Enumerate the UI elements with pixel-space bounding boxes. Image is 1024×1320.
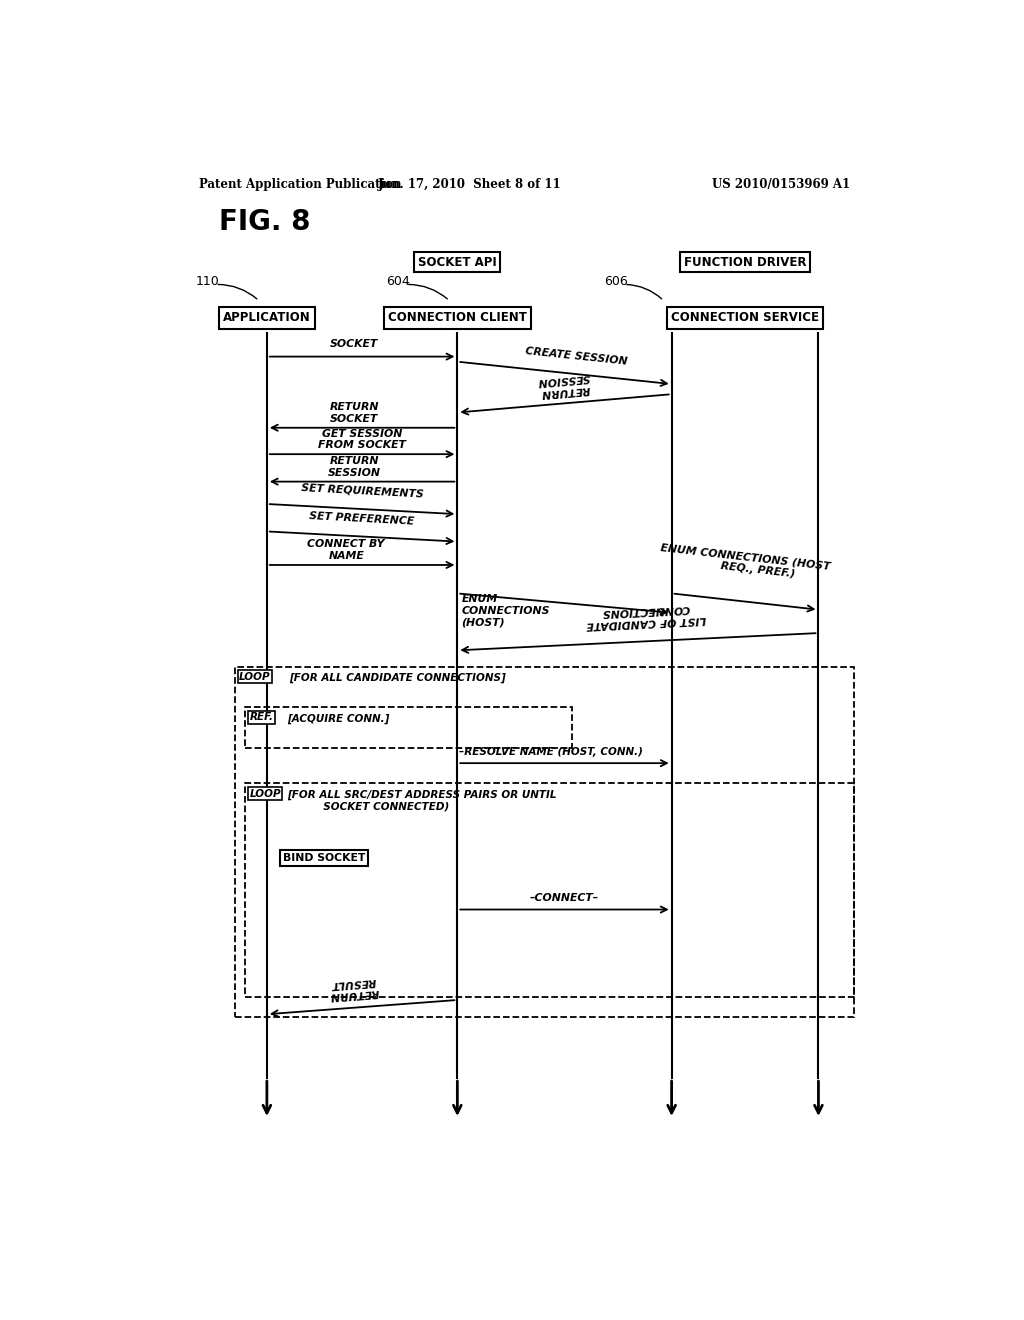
Text: RETURN
RESULT: RETURN RESULT (329, 975, 380, 1001)
Text: ENUM
CONNECTIONS
(HOST): ENUM CONNECTIONS (HOST) (461, 594, 550, 627)
Text: LOOP: LOOP (240, 672, 270, 681)
Text: SET PREFERENCE: SET PREFERENCE (309, 511, 415, 527)
Text: US 2010/0153969 A1: US 2010/0153969 A1 (712, 178, 850, 191)
Text: RETURN
SESSION: RETURN SESSION (538, 372, 592, 399)
Text: GET SESSION
FROM SOCKET: GET SESSION FROM SOCKET (318, 429, 407, 450)
Text: [ACQUIRE CONN.]: [ACQUIRE CONN.] (287, 713, 389, 723)
Text: Jun. 17, 2010  Sheet 8 of 11: Jun. 17, 2010 Sheet 8 of 11 (378, 178, 561, 191)
Text: Patent Application Publication: Patent Application Publication (200, 178, 402, 191)
Text: 110: 110 (196, 275, 219, 288)
Text: –RESOLVE NAME (HOST, CONN.): –RESOLVE NAME (HOST, CONN.) (459, 747, 643, 758)
Text: SOCKET API: SOCKET API (418, 256, 497, 268)
Text: BIND SOCKET: BIND SOCKET (283, 853, 366, 863)
Text: RETURN
SOCKET: RETURN SOCKET (330, 403, 379, 424)
Text: CREATE SESSION: CREATE SESSION (525, 346, 628, 367)
Text: –CONNECT–: –CONNECT– (529, 894, 599, 903)
Text: REF.: REF. (250, 713, 273, 722)
Text: CONNECT BY
NAME: CONNECT BY NAME (307, 540, 385, 561)
Text: FIG. 8: FIG. 8 (219, 209, 310, 236)
Text: FUNCTION DRIVER: FUNCTION DRIVER (684, 256, 806, 268)
Text: SOCKET: SOCKET (330, 339, 378, 350)
Text: APPLICATION: APPLICATION (223, 312, 310, 325)
Text: LIST OF CANDIDATE
CONNECTIONS: LIST OF CANDIDATE CONNECTIONS (586, 602, 707, 630)
Text: RETURN
SESSION: RETURN SESSION (328, 455, 381, 478)
Text: CONNECTION SERVICE: CONNECTION SERVICE (671, 312, 819, 325)
Text: CONNECTION CLIENT: CONNECTION CLIENT (388, 312, 526, 325)
Text: LOOP: LOOP (250, 788, 281, 799)
Text: 604: 604 (386, 275, 410, 288)
Text: SET REQUIREMENTS: SET REQUIREMENTS (301, 482, 424, 499)
Text: [FOR ALL SRC/DEST ADDRESS PAIRS OR UNTIL
          SOCKET CONNECTED): [FOR ALL SRC/DEST ADDRESS PAIRS OR UNTIL… (287, 789, 556, 812)
Text: 606: 606 (604, 275, 628, 288)
Text: [FOR ALL CANDIDATE CONNECTIONS]: [FOR ALL CANDIDATE CONNECTIONS] (289, 673, 506, 682)
Text: ENUM CONNECTIONS (HOST
       REQ., PREF.): ENUM CONNECTIONS (HOST REQ., PREF.) (658, 543, 831, 583)
